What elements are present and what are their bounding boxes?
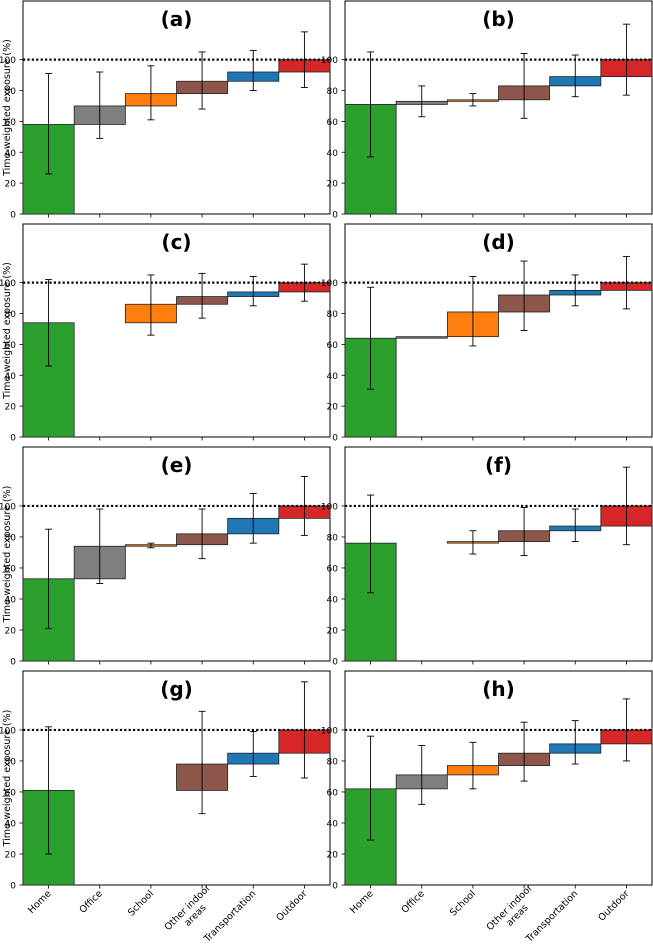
y-tick-label: 60	[327, 788, 339, 798]
y-tick-label: 0	[332, 434, 338, 444]
bar-office	[395, 336, 448, 339]
x-category-label-line: Outdoor	[596, 888, 631, 923]
y-tick-label: 20	[327, 626, 339, 636]
axes-frame	[344, 670, 653, 886]
x-category-label-line: School	[448, 888, 478, 918]
y-tick-label: 0	[332, 658, 338, 668]
y-tick-label: 80	[327, 87, 339, 97]
y-tick-label: 100	[321, 279, 338, 289]
y-tick-label: 40	[327, 819, 339, 829]
y-tick-label: 20	[5, 850, 17, 860]
y-tick-label: 40	[5, 819, 17, 829]
panel-f: 0 20 40 60 80 100 (f)	[321, 446, 653, 668]
panel-label: (f)	[485, 453, 512, 477]
axes-frame	[344, 223, 653, 438]
y-axis-title: Time-weighted exposure (%)	[2, 710, 13, 848]
y-tick-label: 60	[5, 118, 17, 128]
x-category-label-line: School	[126, 888, 156, 918]
y-axis-title: Time-weighted exposure (%)	[2, 486, 13, 624]
x-category-label: Home	[348, 888, 376, 916]
x-category-label: Outdoor	[596, 888, 631, 923]
x-category-label: School	[448, 888, 478, 918]
x-category-label: School	[126, 888, 156, 918]
y-tick-label: 40	[327, 149, 339, 159]
y-tick-label: 0	[332, 882, 338, 892]
x-category-label: Office	[399, 888, 426, 915]
x-category-label-line: Home	[26, 888, 54, 916]
panel-label: (g)	[160, 677, 193, 701]
y-tick-label: 20	[327, 850, 339, 860]
y-axis-title: Time-weighted exposure (%)	[2, 39, 13, 177]
y-tick-label: 0	[332, 211, 338, 221]
x-category-label: Transportation	[523, 888, 580, 944]
y-tick-label: 60	[5, 341, 17, 351]
panel-g: 0 20 40 60 80 100 (g) Time-weighted exposure (%…	[0, 670, 331, 945]
y-axis-title: Time-weighted exposure (%)	[2, 262, 13, 400]
y-tick-label: 80	[327, 533, 339, 543]
y-tick-label: 0	[10, 434, 16, 444]
x-category-label: Outdoor	[274, 888, 309, 923]
y-tick-label: 60	[5, 788, 17, 798]
y-tick-label: 40	[327, 372, 339, 382]
x-category-label-line: Office	[399, 888, 426, 915]
y-tick-label: 60	[327, 564, 339, 574]
panel-label: (b)	[482, 7, 515, 31]
y-tick-label: 40	[5, 595, 17, 605]
axes-frame	[22, 0, 331, 215]
axes-frame	[22, 670, 331, 886]
y-tick-label: 100	[0, 279, 16, 289]
y-tick-label: 20	[5, 403, 17, 413]
panel-label: (c)	[161, 230, 191, 254]
y-tick-label: 100	[321, 726, 338, 736]
y-tick-label: 0	[10, 211, 16, 221]
x-category-label: Office	[77, 888, 104, 915]
y-tick-label: 100	[0, 56, 16, 66]
y-tick-label: 40	[327, 595, 339, 605]
y-tick-label: 80	[327, 310, 339, 320]
y-tick-label: 0	[10, 882, 16, 892]
y-tick-label: 80	[5, 87, 17, 97]
y-tick-label: 80	[327, 757, 339, 767]
y-tick-label: 60	[327, 118, 339, 128]
x-category-label: Transportation	[201, 888, 258, 944]
panel-c: 0 20 40 60 80 100 (c) Time-weighted exposure (%…	[0, 223, 331, 444]
y-tick-label: 100	[321, 56, 338, 66]
axes-frame	[22, 446, 331, 662]
y-tick-label: 80	[5, 533, 17, 543]
panel-e: 0 20 40 60 80 100 (e) Time-weighted exposure (%…	[0, 446, 331, 668]
y-tick-label: 20	[327, 180, 339, 190]
y-tick-label: 0	[10, 658, 16, 668]
panel-label: (d)	[482, 230, 515, 254]
y-tick-label: 100	[0, 502, 16, 512]
y-tick-label: 80	[5, 310, 17, 320]
panel-d: 0 20 40 60 80 100 (d)	[321, 223, 653, 444]
panel-a: 0 20 40 60 80 100 (a) Time-weighted exposure (%…	[0, 0, 331, 221]
x-category-label: Home	[26, 888, 54, 916]
panel-b: 0 20 40 60 80 100 (b)	[321, 0, 653, 221]
x-category-label-line: Office	[77, 888, 104, 915]
y-tick-label: 100	[0, 726, 16, 736]
y-tick-label: 100	[321, 502, 338, 512]
y-tick-label: 60	[327, 341, 339, 351]
panel-label: (h)	[482, 677, 515, 701]
x-category-label-line: Transportation	[523, 888, 580, 944]
x-category-label-line: Home	[348, 888, 376, 916]
panel-label: (a)	[161, 7, 193, 31]
y-tick-label: 80	[5, 757, 17, 767]
y-tick-label: 20	[5, 626, 17, 636]
y-tick-label: 40	[5, 149, 17, 159]
y-tick-label: 20	[327, 403, 339, 413]
panel-label: (e)	[161, 453, 193, 477]
y-tick-label: 40	[5, 372, 17, 382]
y-tick-label: 60	[5, 564, 17, 574]
y-tick-label: 20	[5, 180, 17, 190]
x-category-label-line: Outdoor	[274, 888, 309, 923]
x-category-label-line: Transportation	[201, 888, 258, 944]
